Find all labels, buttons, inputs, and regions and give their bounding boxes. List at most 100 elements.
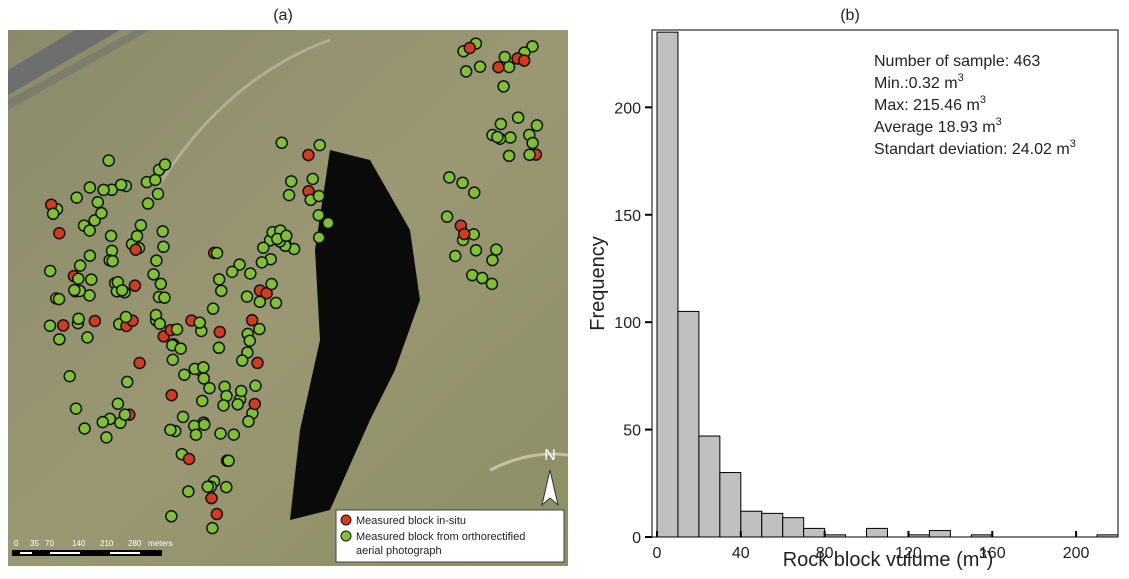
map-point (475, 271, 489, 285)
scale-label: 35 (30, 539, 39, 548)
annotation-sup: 3 (980, 94, 986, 106)
map-point (302, 148, 315, 162)
map-point (70, 191, 83, 204)
map-point (85, 273, 98, 286)
map-point (313, 138, 326, 152)
map-point (234, 384, 248, 398)
x-tick-label: 40 (732, 545, 750, 562)
map-point (312, 209, 325, 222)
histogram: (b) 0 50 100 150 200 0 40 80 120 160 200 Frequency Ro… (587, 7, 1119, 571)
road (8, 30, 120, 95)
map-point (231, 398, 244, 411)
legend-label: Measured block in-situ (356, 515, 466, 527)
map-point (165, 510, 178, 523)
map-point (212, 341, 226, 355)
map-point (151, 187, 165, 201)
map-point (170, 323, 184, 336)
map-point (206, 302, 220, 315)
x-axis-label: Rock block vulume (m3) (783, 546, 994, 571)
map-point (182, 485, 195, 498)
legend-label: Measured block from orthorectified (356, 531, 525, 543)
map-point (457, 227, 471, 241)
annotation: Max: 215.46 m3 (874, 94, 986, 114)
x-tick-label: 0 (653, 545, 662, 562)
x-axis-label-sup: 3 (979, 546, 986, 561)
map-point (197, 361, 210, 374)
map-point (153, 317, 167, 331)
map-point (114, 178, 128, 192)
map-point (494, 117, 508, 131)
map-point (456, 176, 469, 190)
map-point (178, 368, 191, 382)
map-point (212, 273, 226, 286)
map-point (306, 172, 319, 186)
map-point (201, 480, 215, 493)
map-point (210, 246, 224, 260)
panel-title: (a) (273, 7, 293, 24)
annotation-sup: 3 (1070, 138, 1076, 150)
map-point (83, 181, 97, 194)
map-point (83, 224, 96, 237)
y-tick-label: 0 (632, 530, 641, 547)
map-point (213, 325, 227, 339)
map-point (104, 229, 118, 243)
map-point (498, 50, 512, 64)
map-point (205, 491, 218, 505)
map-point (269, 296, 283, 310)
map-point (285, 175, 298, 188)
annotation-text: Number of sample: 463 (874, 53, 1040, 70)
legend-marker (340, 530, 352, 542)
map-point (469, 244, 483, 257)
map-point (189, 428, 203, 441)
scale-label: 280 (128, 539, 142, 548)
annotation: Number of sample: 463 (874, 53, 1040, 70)
bar (824, 534, 847, 538)
scale-label: 70 (45, 539, 54, 548)
bar (740, 510, 763, 538)
bar (1096, 534, 1119, 538)
map-point (491, 130, 504, 144)
annotation-text: Standart deviation: 24.02 m (874, 141, 1070, 158)
map-point (321, 216, 335, 230)
map-point (182, 452, 196, 466)
map-point (459, 65, 473, 78)
x-axis-label-tail: ) (987, 549, 994, 571)
map-point (118, 408, 132, 421)
path (148, 38, 331, 201)
x-axis-label-text: Rock block vulume (m (783, 549, 980, 571)
map-point (473, 60, 487, 74)
scale-labels: 0 35 70 140 210 280 meters (14, 539, 172, 548)
map-point (134, 218, 148, 232)
map-point (56, 319, 70, 332)
map-point (100, 431, 113, 444)
map-point (193, 316, 206, 329)
map-point (165, 388, 178, 402)
map-point (275, 136, 288, 150)
annotation: Min.:0.32 m3 (874, 72, 964, 92)
map-point (235, 354, 249, 367)
map-point (497, 80, 510, 93)
map-point (486, 253, 499, 267)
map-point (53, 333, 66, 346)
bar (907, 534, 930, 538)
map-point (504, 131, 517, 144)
y-tick-label: 100 (614, 315, 641, 332)
map-point (203, 381, 216, 395)
map-background (8, 30, 568, 566)
bar (761, 512, 784, 538)
map-point (240, 290, 254, 303)
annotation-sup: 3 (958, 72, 964, 84)
map-point (78, 422, 91, 435)
map-point (115, 284, 129, 297)
map-point (220, 480, 233, 494)
north-arrow (541, 469, 559, 507)
map-point (119, 310, 133, 324)
map-point (63, 369, 76, 383)
map-point (158, 291, 171, 304)
map-point (312, 189, 326, 203)
map-point (43, 264, 57, 278)
map-point (523, 148, 536, 162)
map-point (257, 241, 270, 254)
map-point (225, 265, 239, 279)
points (43, 37, 544, 535)
